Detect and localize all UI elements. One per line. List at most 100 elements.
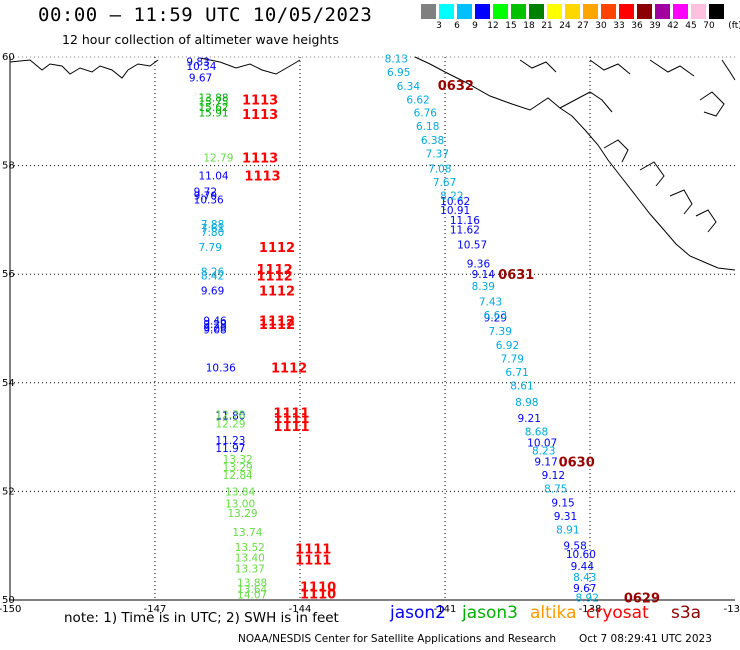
lat-tick-label: 56 [2, 269, 15, 280]
legend-cryosat: cryosat [586, 603, 649, 623]
wave-height-value: 8.39 [472, 281, 495, 293]
pass-time-label: 1112 [259, 318, 295, 333]
coastline-segment [199, 57, 301, 75]
wave-height-value: 11.23 [215, 435, 245, 447]
wave-height-value: 9.29 [484, 313, 507, 325]
wave-height-value: 8.22 [440, 190, 463, 202]
wave-height-value: 14.07 [237, 590, 267, 602]
wave-height-value: 13.00 [225, 498, 255, 510]
wave-height-value: 8.75 [544, 484, 567, 496]
wave-height-value: 9.17 [534, 457, 557, 469]
scale-swatch [619, 4, 634, 19]
scale-swatch [601, 4, 616, 19]
wave-height-value: 7.79 [501, 353, 524, 365]
pass-time-label: 1113 [242, 108, 278, 123]
wave-height-value: 9.58 [563, 541, 586, 553]
scale-label: 42 [667, 21, 679, 31]
wave-height-value: 13.52 [235, 542, 265, 554]
wave-height-value: 11.80 [215, 410, 245, 422]
wave-height-value: 10.07 [527, 438, 557, 450]
scale-unit: (ft) [728, 21, 740, 31]
coastline-segment [695, 209, 717, 233]
wave-height-value: 9.14 [472, 269, 496, 281]
axis-tick-labels: 60 58 56 54 52 50-150 -147 -144 -141 -138 -135 [0, 52, 740, 615]
wave-height-value: 10.60 [566, 549, 596, 561]
wave-height-value: 10.36 [194, 194, 224, 206]
wave-height-value: 9.70 [194, 190, 217, 202]
wave-height-values: 9.8310.349.6711.049.729.7010.369.699.469… [186, 54, 598, 605]
wave-height-value: 12.79 [203, 152, 233, 164]
wave-height-value: 15.91 [199, 107, 229, 119]
wave-height-value: 11.62 [450, 225, 480, 237]
wave-height-value: 9.67 [189, 73, 212, 85]
coastline-segment [603, 139, 629, 163]
pass-time-label: 0630 [559, 456, 595, 471]
scale-label: 27 [577, 21, 589, 31]
wave-height-value: 7.39 [489, 326, 512, 338]
credit-line: NOAA/NESDIS Center for Satellite Applica… [238, 633, 556, 645]
wave-height-value: 12.29 [215, 419, 245, 431]
generation-timestamp: Oct 7 08:29:41 UTC 2023 [579, 633, 712, 645]
wave-height-value: 7.88 [201, 219, 224, 231]
coastline-segment [669, 189, 693, 215]
scale-swatch [709, 4, 724, 19]
wave-height-value: 10.34 [186, 61, 216, 73]
wave-height-value: 10.57 [457, 239, 487, 251]
lon-tick-label: -141 [434, 604, 457, 615]
pass-time-label: 1111 [295, 542, 331, 557]
coastline-segment [559, 91, 613, 113]
wave-height-value: 9.20 [203, 322, 226, 334]
wave-height-value: 9.21 [518, 413, 541, 425]
legend-jason3: jason3 [462, 603, 518, 623]
wave-height-value: 9.08 [203, 325, 226, 337]
wave-height-value: 13.74 [232, 527, 262, 539]
scale-label: 45 [685, 21, 697, 31]
lon-tick-label: -135 [724, 604, 740, 615]
lon-tick-label: -150 [0, 604, 21, 615]
pass-time-label: 1112 [259, 241, 295, 256]
wave-height-value: 12.78 [215, 409, 245, 421]
legend-s3a: s3a [671, 603, 702, 623]
wave-height-value: 13.29 [223, 462, 253, 474]
wave-height-value: 8.26 [201, 266, 225, 278]
legend-altika: altika [530, 603, 577, 623]
wave-height-value: 9.36 [467, 258, 491, 270]
coastline-segment [414, 56, 736, 271]
scale-swatch [493, 4, 508, 19]
pass-time-label: 1113 [242, 93, 278, 108]
wave-height-value: 6.63 [484, 310, 507, 322]
wave-height-value: 7.80 [201, 227, 224, 239]
pass-time-label: 1110 [300, 587, 336, 602]
wave-height-value: 9.12 [542, 470, 565, 482]
scale-swatch [655, 4, 670, 19]
wave-height-value: 8.61 [510, 381, 533, 393]
pass-time-label: 1112 [271, 362, 307, 377]
wave-height-value: 8.91 [556, 524, 579, 536]
wave-height-value: 10.36 [206, 363, 236, 375]
scale-label: 70 [703, 21, 715, 31]
pass-time-label: 1112 [257, 263, 293, 278]
wave-height-value: 11.97 [215, 443, 245, 455]
lat-tick-label: 50 [2, 595, 15, 606]
pass-time-label: 1112 [259, 284, 295, 299]
wave-height-value: 12.84 [223, 470, 253, 482]
wave-height-value: 11.04 [199, 170, 229, 182]
wave-height-value: 8.23 [532, 446, 555, 458]
wave-height-value: 7.79 [199, 242, 222, 254]
pass-time-labels: 0632063106300629111311131113111311121112… [242, 79, 660, 606]
wave-height-value: 7.61 [201, 223, 224, 235]
wave-height-value: 8.42 [201, 270, 224, 282]
pass-time-label: 0631 [498, 268, 534, 283]
wave-height-value: 9.67 [573, 583, 596, 595]
scale-label: 36 [631, 21, 643, 31]
pass-time-label: 1112 [259, 314, 295, 329]
coastline-segment [9, 59, 159, 79]
footer-note: note: 1) Time is in UTC; 2) SWH is in fe… [64, 610, 339, 626]
wave-height-value: 9.83 [186, 56, 209, 68]
wave-height-value: 15.62 [199, 102, 229, 114]
scale-label: 33 [613, 21, 625, 31]
scale-swatch [511, 4, 526, 19]
coastline-segment [699, 91, 725, 117]
